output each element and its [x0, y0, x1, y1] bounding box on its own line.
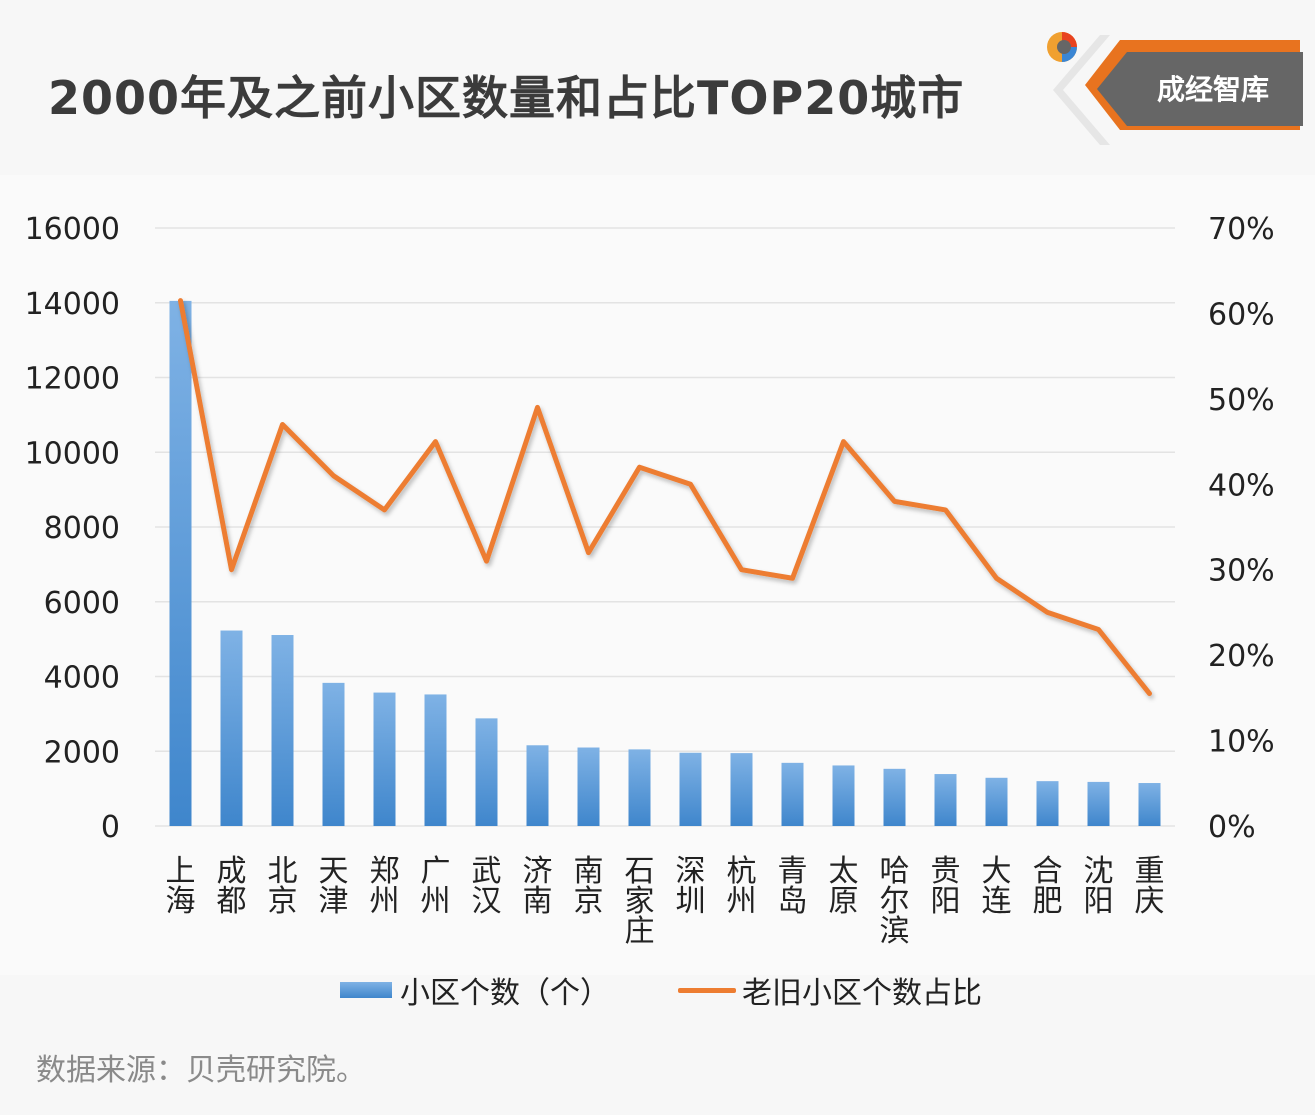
bar	[1036, 781, 1059, 826]
chart-title: 2000年及之前小区数量和占比TOP20城市	[48, 71, 965, 125]
left-axis-tick-label: 12000	[25, 362, 120, 397]
legend-item-line: 老旧小区个数占比	[678, 970, 982, 1011]
bar	[322, 682, 345, 826]
right-axis-tick-label: 30%	[1208, 554, 1275, 589]
bar	[1138, 783, 1161, 826]
right-axis-tick-label: 20%	[1208, 639, 1275, 674]
left-axis-tick-label: 8000	[44, 511, 120, 546]
bar	[883, 768, 906, 826]
bar	[271, 635, 294, 826]
category-label: 北京	[268, 854, 298, 919]
right-axis-tick-label: 60%	[1208, 297, 1275, 332]
category-label: 重庆	[1135, 854, 1165, 919]
bar	[169, 300, 192, 827]
bar	[373, 692, 396, 826]
legend-line-swatch	[678, 987, 736, 993]
category-label: 大连	[982, 854, 1012, 919]
category-label: 沈阳	[1084, 854, 1114, 919]
bar	[730, 753, 753, 826]
legend-bar-label: 小区个数（个）	[400, 976, 610, 1011]
right-axis-tick-label: 70%	[1208, 212, 1275, 247]
bar	[526, 745, 549, 826]
category-label: 武汉	[472, 854, 502, 919]
bar	[781, 762, 804, 826]
category-label: 石家庄	[625, 854, 655, 949]
category-label: 青岛	[778, 854, 808, 919]
left-axis-tick-label: 14000	[25, 287, 120, 322]
category-label: 广州	[421, 854, 451, 919]
bar	[1087, 781, 1110, 826]
bar	[424, 694, 447, 826]
right-axis-tick-label: 40%	[1208, 468, 1275, 503]
bar	[832, 765, 855, 826]
right-axis-tick-label: 10%	[1208, 725, 1275, 760]
category-label: 郑州	[370, 854, 400, 919]
combo-chart: 0 2000 4000 6000 8000 10000 12000 14000 16000 0% 1…	[25, 212, 1275, 949]
category-label: 济南	[523, 854, 553, 919]
left-axis-tick-label: 2000	[44, 735, 120, 770]
right-axis-tick-label: 0%	[1208, 810, 1256, 845]
category-label: 贵阳	[931, 854, 961, 919]
bar	[679, 752, 702, 826]
category-label: 深圳	[676, 854, 706, 919]
legend-bar-swatch	[340, 982, 392, 998]
category-label: 成都	[217, 854, 247, 919]
right-axis-tick-label: 50%	[1208, 383, 1275, 418]
logo-mark-icon	[1047, 32, 1077, 62]
brand-logo: 成经智库	[1045, 30, 1315, 150]
bar	[577, 747, 600, 826]
bar	[985, 777, 1008, 826]
category-label: 天津	[319, 854, 349, 919]
left-axis-tick-label: 0	[101, 810, 120, 845]
legend-item-bars: 小区个数（个）	[340, 970, 610, 1011]
category-label: 太原	[829, 854, 859, 919]
left-axis-tick-label: 16000	[25, 212, 120, 247]
logo-badge-shape	[1053, 35, 1303, 145]
legend-line-label: 老旧小区个数占比	[742, 976, 982, 1011]
category-label: 上海	[166, 854, 196, 919]
left-axis-tick-label: 10000	[25, 436, 120, 471]
left-axis-tick-label: 6000	[44, 586, 120, 621]
chart-panel: 0 2000 4000 6000 8000 10000 12000 14000 16000 0% 1…	[0, 175, 1315, 975]
category-label: 杭州	[727, 854, 757, 919]
category-label: 合肥	[1033, 854, 1063, 919]
left-axis-tick-label: 4000	[44, 661, 120, 696]
bar	[220, 630, 243, 826]
bar	[628, 749, 651, 826]
chart-legend: 小区个数（个） 老旧小区个数占比	[0, 970, 1315, 1011]
category-label: 哈尔滨	[880, 854, 910, 949]
ratio-line	[178, 298, 1152, 697]
data-source-note: 数据来源：贝壳研究院。	[36, 1053, 366, 1088]
bar	[475, 718, 498, 826]
category-label: 南京	[574, 854, 604, 919]
bar	[934, 774, 957, 826]
logo-text: 成经智库	[1157, 73, 1270, 106]
